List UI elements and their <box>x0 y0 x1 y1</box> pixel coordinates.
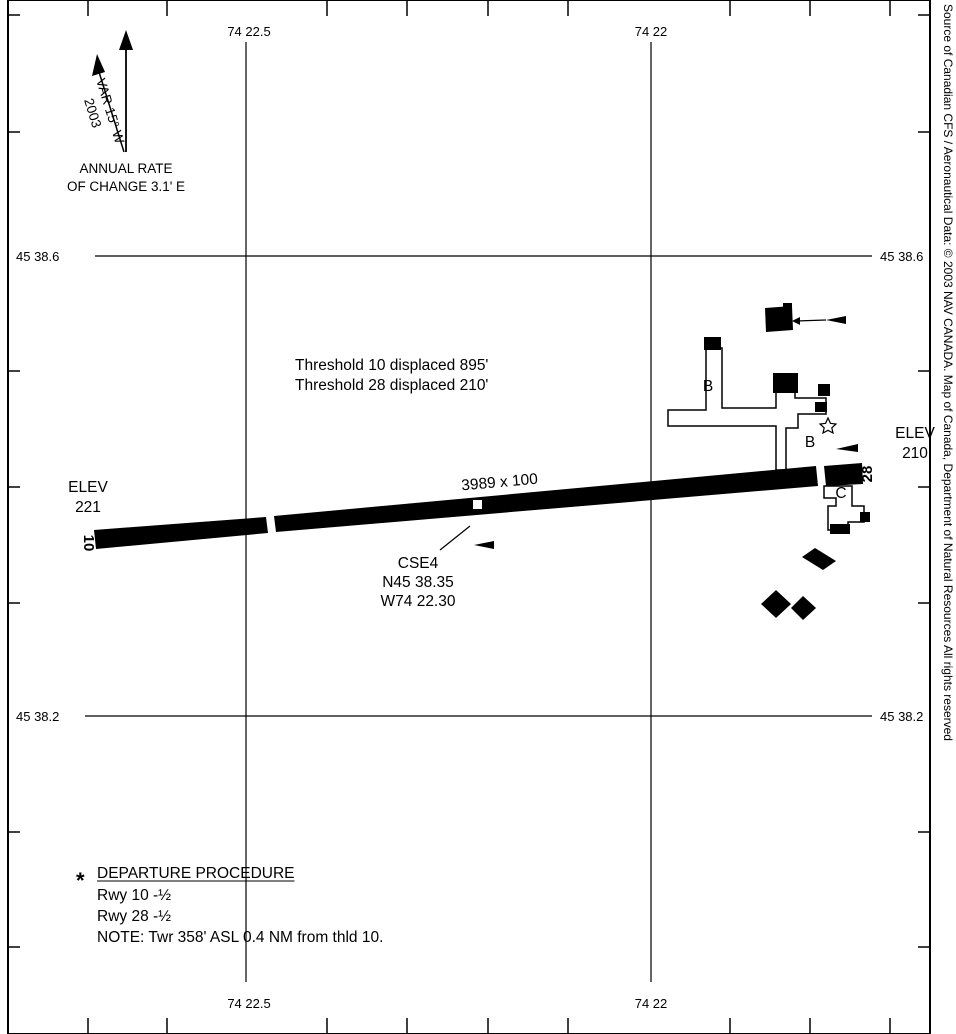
departure-marker-icon: * <box>76 868 85 893</box>
bottom-tick-marks <box>87 1018 891 1034</box>
runway-end-28: 28 <box>859 466 876 483</box>
buildings <box>704 303 870 620</box>
runway-end-10: 10 <box>80 535 97 552</box>
threshold-28-note: Threshold 28 displaced 210' <box>295 377 488 394</box>
lat-label-top-left: 45 38.6 <box>16 249 59 264</box>
runway-dimensions: 3989 x 100 <box>461 471 539 495</box>
departure-title: DEPARTURE PROCEDURE <box>97 865 295 882</box>
building <box>765 306 793 332</box>
elev-east-value: 210 <box>902 445 928 462</box>
runway-10-28 <box>94 463 863 549</box>
lat-label-bottom-left: 45 38.2 <box>16 709 59 724</box>
graticule <box>85 42 872 982</box>
north-arrow-icon <box>119 30 133 152</box>
building <box>830 524 850 534</box>
building <box>815 402 827 412</box>
building <box>802 548 836 570</box>
taxiway-b <box>667 347 827 471</box>
chart-frame <box>7 0 931 1034</box>
building <box>773 373 798 393</box>
lon-label-bottom-right: 74 22 <box>635 996 668 1011</box>
lat-label-top-right: 45 38.6 <box>880 249 923 264</box>
building <box>761 590 791 618</box>
checkpoint-lon: W74 22.30 <box>381 593 456 610</box>
building <box>818 384 830 396</box>
checkpoint-id: CSE4 <box>398 555 439 572</box>
building <box>860 512 870 522</box>
top-tick-marks <box>87 0 891 16</box>
aerodrome-beacon-icon <box>818 416 838 435</box>
pointer-arrow-icon <box>474 541 494 549</box>
checkpoint-leader-line <box>439 525 471 551</box>
building <box>704 337 721 350</box>
taxiway-b-label-left: B <box>703 378 713 395</box>
lon-label-top-right: 74 22 <box>635 24 668 39</box>
taxiway-system <box>667 347 865 531</box>
departure-rwy28: Rwy 28 -½ <box>97 908 171 925</box>
checkpoint-lat: N45 38.35 <box>382 574 454 591</box>
lon-label-top-left: 74 22.5 <box>227 24 270 39</box>
threshold-10-note: Threshold 10 displaced 895' <box>295 357 488 374</box>
elev-east-label: ELEV <box>895 425 935 442</box>
departure-rwy10: Rwy 10 -½ <box>97 887 171 904</box>
magnetic-north-arrow-icon <box>92 54 125 153</box>
taxiway-b-label-right: B <box>805 434 815 451</box>
checkpoint-marker-icon <box>471 498 484 511</box>
building <box>791 596 816 620</box>
copyright-notice: Source of Canadian CFS / Aeronautical Da… <box>941 4 955 741</box>
annual-rate-line2: OF CHANGE 3.1' E <box>67 179 185 194</box>
building <box>783 303 792 311</box>
elev-west-label: ELEV <box>68 479 108 496</box>
lon-label-bottom-left: 74 22.5 <box>227 996 270 1011</box>
left-tick-marks <box>8 14 20 948</box>
annual-rate-line1: ANNUAL RATE <box>79 161 172 176</box>
departure-note: NOTE: Twr 358' ASL 0.4 NM from thld 10. <box>97 929 383 946</box>
lat-label-bottom-right: 45 38.2 <box>880 709 923 724</box>
pointer-arrow-icon <box>836 444 858 452</box>
right-tick-marks <box>918 14 930 948</box>
taxiway-c-label: C <box>835 485 846 502</box>
building-pointer-icon <box>792 316 846 325</box>
elev-west-value: 221 <box>75 499 101 516</box>
